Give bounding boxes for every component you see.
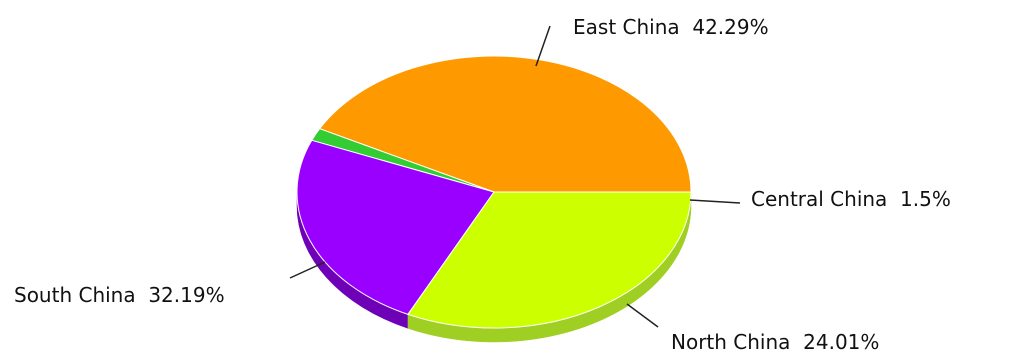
pie-slice-east-china[interactable] (318, 55, 692, 193)
slice-labels: East China 42.29% Central China 1.5% North… (14, 15, 951, 354)
leader-line-south-china (289, 261, 326, 279)
leader-lines (289, 25, 741, 328)
pie-slice-north-china[interactable] (296, 139, 495, 315)
slice-label-north-china: North China 24.01% (671, 330, 879, 353)
slice-label-central-china: Central China 1.5% (751, 187, 951, 211)
leader-line-east-china (535, 25, 551, 67)
slice-label-south-china: South China 32.19% (14, 283, 225, 307)
pie-slices (296, 55, 692, 329)
leader-line-north-china (626, 303, 659, 328)
leader-line-central-china (689, 199, 741, 204)
slice-label-east-china: East China 42.29% (573, 15, 769, 39)
pie-slice-south-china[interactable] (407, 191, 692, 329)
